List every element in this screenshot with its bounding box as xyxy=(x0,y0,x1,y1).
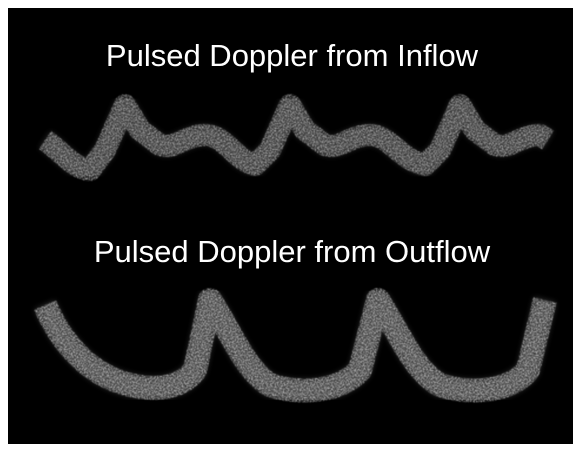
page: {"titles": ["Pulsed Doppler from Inflow"… xyxy=(0,0,581,452)
slide: Pulsed Doppler from Inflow Pulsed Dopple… xyxy=(0,0,581,452)
outflow-title: Pulsed Doppler from Outflow xyxy=(94,234,491,269)
inflow-title: Pulsed Doppler from Inflow xyxy=(106,38,479,73)
